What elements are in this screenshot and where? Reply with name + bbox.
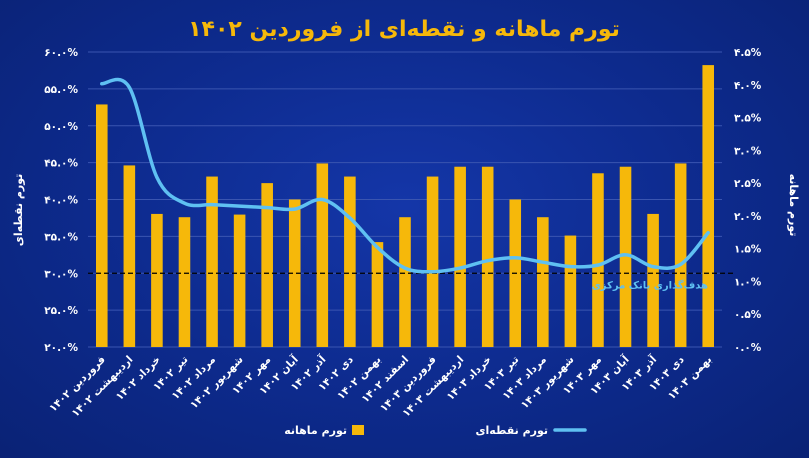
- right-tick-label: ۳.۵%: [734, 113, 762, 125]
- left-axis-title: تورم نقطه‌ای: [12, 174, 25, 247]
- chart-title: تورم ماهانه و نقطه‌ای از فروردین ۱۴۰۲: [188, 17, 620, 42]
- bar: [592, 173, 604, 347]
- right-tick-label: ۲.۵%: [734, 178, 762, 190]
- bar: [206, 176, 218, 347]
- right-tick-label: ۴.۵%: [734, 47, 762, 59]
- bar: [481, 166, 494, 347]
- bar: [123, 165, 136, 347]
- bar: [288, 199, 301, 347]
- left-tick-label: ۲۵.۰%: [44, 305, 78, 317]
- legend-line-label: تورم نقطه‌ای: [475, 424, 548, 437]
- right-tick-label: ۱.۰%: [734, 276, 762, 288]
- right-axis-title: تورم ماهانه: [787, 174, 800, 237]
- series-line: [100, 77, 710, 274]
- bar: [95, 104, 108, 347]
- right-tick-label: ۱.۵%: [734, 244, 762, 256]
- bar: [454, 166, 466, 347]
- bar: [619, 166, 632, 347]
- bar: [647, 213, 659, 347]
- left-tick-label: ۵۰.۰%: [44, 121, 78, 133]
- right-tick-label: ۰.۵%: [734, 309, 762, 321]
- bar: [399, 217, 411, 347]
- left-tick-label: ۳۰.۰%: [44, 268, 78, 280]
- left-tick-label: ۲۰.۰%: [44, 342, 78, 354]
- bar: [344, 176, 356, 347]
- left-tick-label: ۳۵.۰%: [44, 231, 78, 243]
- bar: [151, 213, 163, 347]
- reference-line-label: هدف‌گذاری بانک مرکزی: [592, 278, 708, 291]
- left-tick-label: ۵۵.۰%: [44, 84, 78, 96]
- bar: [674, 163, 687, 347]
- right-tick-label: ۳.۰%: [734, 145, 762, 157]
- legend-bar-label: تورم ماهانه: [284, 424, 347, 437]
- right-tick-label: ۲.۰%: [734, 211, 762, 223]
- legend-bar-swatch: [352, 425, 364, 435]
- bar: [371, 242, 384, 347]
- left-tick-label: ۴۵.۰%: [44, 158, 78, 170]
- left-tick-label: ۶۰.۰%: [44, 47, 78, 59]
- bar: [426, 176, 439, 347]
- bar: [702, 65, 715, 347]
- left-tick-label: ۴۰.۰%: [44, 195, 78, 207]
- bar: [233, 214, 246, 347]
- right-tick-label: ۴.۰%: [734, 80, 762, 92]
- bar: [537, 217, 549, 347]
- bar: [261, 183, 273, 347]
- bar: [564, 235, 577, 347]
- right-tick-label: ۰.۰%: [734, 342, 762, 354]
- bar: [316, 163, 329, 347]
- bar: [178, 217, 191, 347]
